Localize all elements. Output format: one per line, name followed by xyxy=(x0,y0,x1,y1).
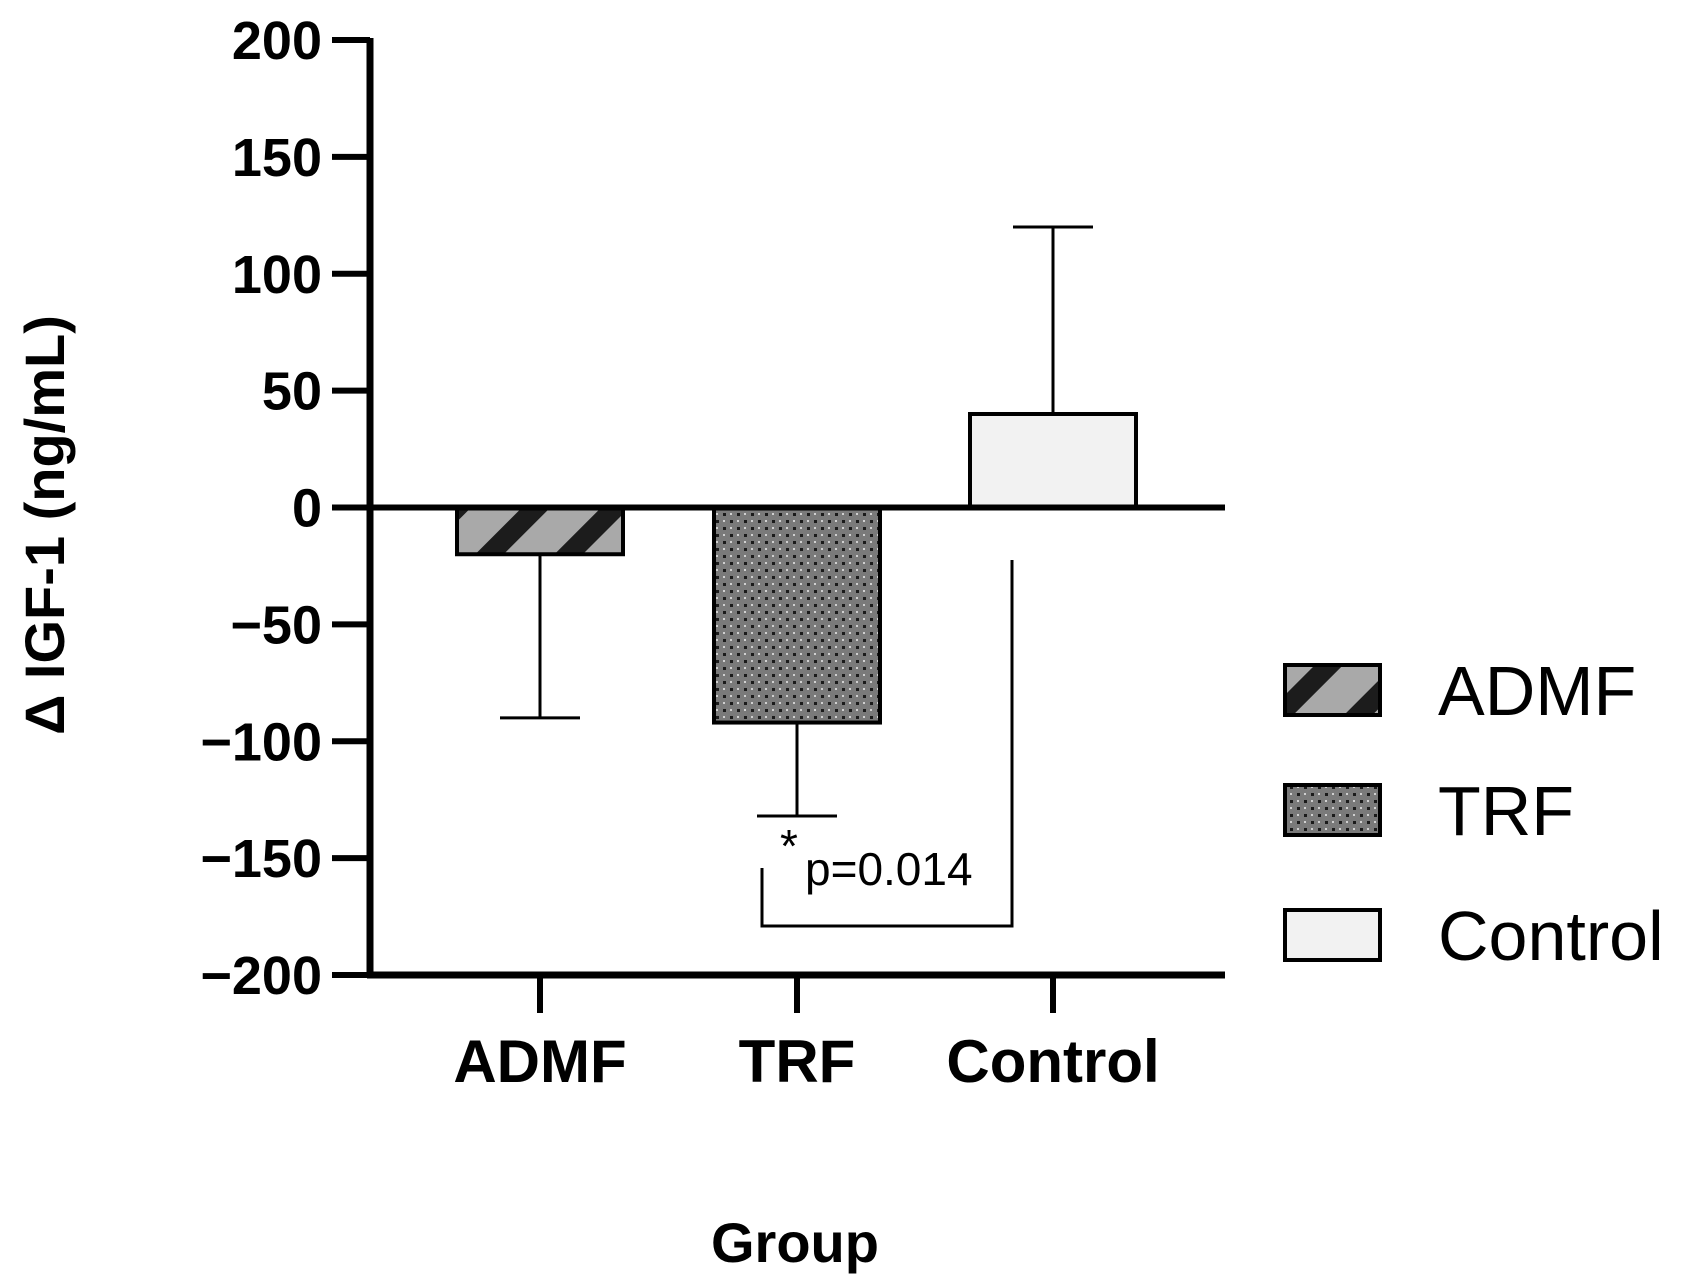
bar-admf xyxy=(455,505,625,557)
significance-annotation: * p=0.014 xyxy=(760,560,1014,928)
x-tick-label-trf: TRF xyxy=(739,1028,856,1095)
bars-layer xyxy=(455,412,1138,725)
axes-layer: 200 150 100 50 0 −50 −100 −150 −200 ADMF TRF Contro… xyxy=(200,11,1225,1095)
y-tick-label: 50 xyxy=(262,362,322,422)
y-tick-label: 100 xyxy=(232,245,322,305)
significance-star: * xyxy=(780,820,798,872)
bar-trf xyxy=(712,505,882,725)
y-tick-label: −100 xyxy=(200,712,322,772)
y-axis-title: Δ IGF-1 (ng/mL) xyxy=(13,315,76,735)
error-bars-layer xyxy=(500,225,1093,818)
legend-swatch-trf xyxy=(1283,783,1382,837)
legend-swatch-control xyxy=(1283,908,1382,962)
bar-control xyxy=(968,412,1138,510)
legend-label-trf: TRF xyxy=(1438,772,1574,850)
x-axis-title: Group xyxy=(711,1211,879,1274)
x-tick-label-control: Control xyxy=(946,1028,1159,1095)
y-tick-label: −150 xyxy=(200,829,322,889)
y-tick-label: 200 xyxy=(232,11,322,71)
legend-swatch-admf xyxy=(1283,663,1382,717)
legend-label-control: Control xyxy=(1438,897,1664,975)
significance-bracket xyxy=(760,560,1014,928)
y-tick-label: 0 xyxy=(292,479,322,539)
y-tick-label: −200 xyxy=(200,946,322,1006)
p-value-label: p=0.014 xyxy=(805,843,973,895)
y-tick-label: −50 xyxy=(230,595,322,655)
legend-label-admf: ADMF xyxy=(1438,652,1636,730)
x-tick-label-admf: ADMF xyxy=(453,1028,626,1095)
y-tick-label: 150 xyxy=(232,128,322,188)
legend: ADMF TRF Control xyxy=(1283,652,1664,975)
